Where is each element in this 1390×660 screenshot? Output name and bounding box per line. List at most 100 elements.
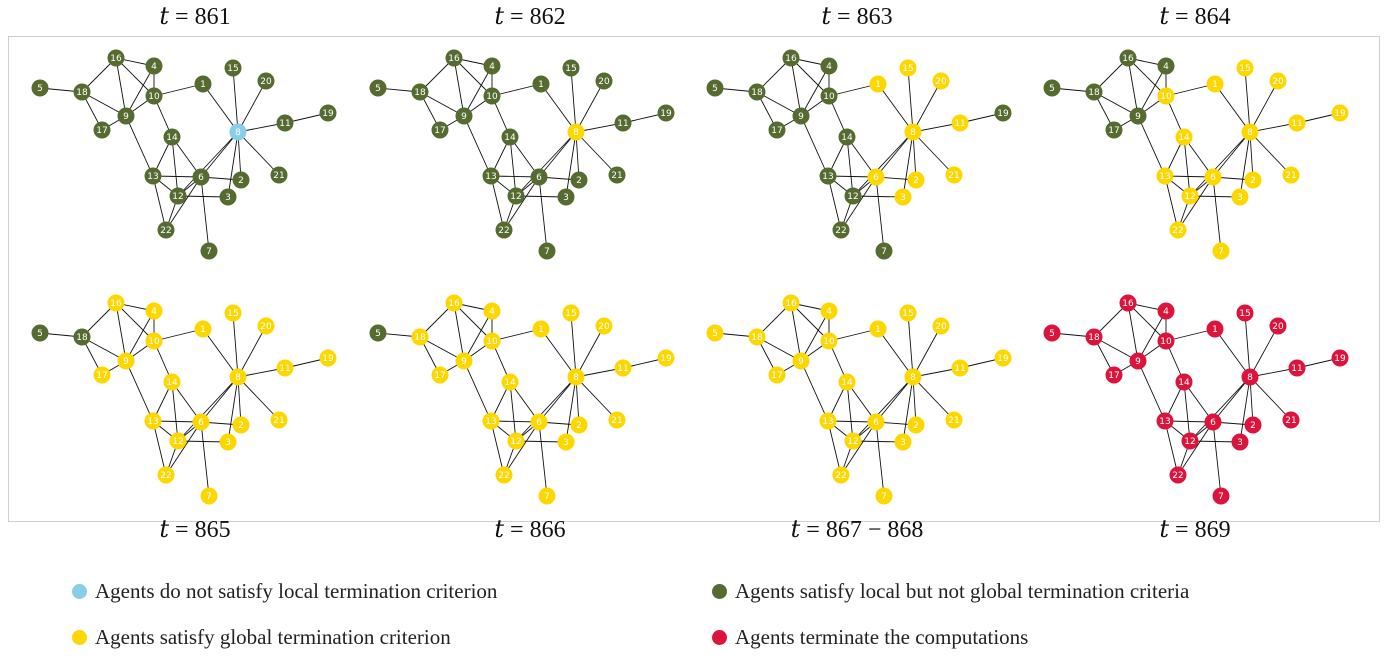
agent-node-21 — [608, 166, 626, 184]
edge-14-12 — [1183, 381, 1191, 442]
agent-label-18: 18 — [76, 333, 88, 343]
agent-label-17: 17 — [96, 126, 107, 136]
edge-8-12 — [1189, 131, 1251, 197]
graph-panel-5: 5 18 16 17 9 4 10 1 15 20 8 11 19 14 13 6 12 32 21 22 7 — [369, 294, 675, 505]
agent-label-19: 19 — [1334, 354, 1346, 364]
agent-label-2: 2 — [576, 176, 582, 186]
agent-label-10: 10 — [486, 337, 498, 347]
agent-label-12: 12 — [172, 192, 183, 202]
edge-16-10 — [790, 57, 830, 97]
agent-node-16 — [782, 49, 800, 67]
agent-label-22: 22 — [835, 471, 846, 481]
agent-node-20 — [1269, 72, 1287, 90]
agent-node-9 — [1129, 352, 1147, 370]
agent-label-6: 6 — [873, 418, 879, 428]
agent-label-1: 1 — [1212, 80, 1218, 90]
agent-node-6 — [867, 413, 885, 431]
agent-node-6 — [1204, 168, 1222, 186]
agent-node-11 — [1288, 114, 1306, 132]
agent-node-9 — [792, 107, 810, 125]
edge-8-12 — [515, 131, 577, 197]
agent-label-17: 17 — [771, 126, 782, 136]
edge-6-22 — [840, 421, 877, 476]
agent-node-7 — [1212, 242, 1230, 260]
edge-20-8 — [912, 80, 942, 133]
edge-14-12 — [846, 381, 854, 442]
edge-20-8 — [1249, 325, 1279, 378]
edge-15-8 — [232, 67, 239, 133]
agent-label-13: 13 — [147, 172, 158, 182]
agent-node-6 — [530, 413, 548, 431]
edge-14-12 — [171, 136, 179, 197]
edge-16-9 — [790, 57, 802, 117]
legend-label: Agents satisfy local but not global term… — [735, 579, 1190, 603]
agent-node-3 — [1231, 188, 1249, 206]
edge-6-7 — [1212, 421, 1222, 497]
edge-15-8 — [907, 312, 914, 378]
legend-global: Agents satisfy global termination criter… — [72, 625, 451, 650]
agent-node-17 — [1105, 121, 1123, 139]
agent-label-7: 7 — [1218, 247, 1224, 257]
edge-8-3 — [565, 376, 577, 443]
legend-label: Agents do not satisfy local termination … — [95, 579, 498, 603]
edge-1-8 — [540, 83, 577, 133]
agent-node-9 — [117, 352, 135, 370]
agent-node-5 — [1043, 79, 1061, 97]
agent-label-9: 9 — [123, 357, 129, 367]
edge-8-6 — [875, 376, 914, 423]
agent-label-2: 2 — [913, 421, 919, 431]
agent-node-1 — [1206, 320, 1224, 338]
agent-label-12: 12 — [1184, 437, 1195, 447]
agent-label-4: 4 — [1163, 307, 1169, 317]
graph-panel-2: 5 18 16 17 9 4 10 1 15 20 8 11 19 14 13 6 12 32 21 22 7 — [706, 49, 1012, 260]
agent-label-1: 1 — [875, 80, 881, 90]
agent-label-16: 16 — [448, 299, 460, 309]
edge-8-21 — [1249, 376, 1292, 421]
agent-label-9: 9 — [461, 112, 467, 122]
agent-label-21: 21 — [611, 416, 622, 426]
agent-node-12 — [507, 432, 525, 450]
edge-8-6 — [538, 376, 577, 423]
agent-label-14: 14 — [166, 133, 178, 143]
agent-label-10: 10 — [486, 92, 498, 102]
agent-node-5 — [706, 324, 724, 342]
agent-node-19 — [994, 349, 1012, 367]
agent-label-18: 18 — [751, 333, 763, 343]
edge-1-8 — [877, 83, 914, 133]
legend-terminated: Agents terminate the computations — [712, 625, 1028, 650]
agent-label-4: 4 — [489, 307, 495, 317]
agent-node-15 — [224, 59, 242, 77]
agent-node-19 — [994, 104, 1012, 122]
edge-13-22 — [1164, 420, 1179, 476]
agent-label-20: 20 — [935, 77, 947, 87]
agent-label-14: 14 — [504, 133, 516, 143]
agent-label-22: 22 — [1172, 471, 1183, 481]
edge-16-10 — [1127, 57, 1167, 97]
agent-label-15: 15 — [227, 309, 238, 319]
agent-label-8: 8 — [910, 128, 916, 138]
agent-node-18 — [73, 328, 91, 346]
agent-label-6: 6 — [1210, 173, 1216, 183]
edge-6-7 — [875, 421, 885, 497]
edge-20-8 — [912, 325, 942, 378]
agent-label-4: 4 — [826, 307, 832, 317]
agent-label-12: 12 — [510, 437, 521, 447]
agent-label-17: 17 — [771, 371, 782, 381]
edge-8-21 — [237, 376, 280, 421]
agent-label-9: 9 — [461, 357, 467, 367]
agent-node-13 — [1156, 167, 1174, 185]
agent-node-17 — [93, 121, 111, 139]
agent-node-12 — [844, 187, 862, 205]
panel-title-867-868: 𝑡 = 867 − 868 — [790, 517, 924, 543]
agent-node-9 — [455, 352, 473, 370]
agent-label-5: 5 — [375, 84, 381, 94]
agent-node-2 — [1244, 416, 1262, 434]
agent-node-1 — [869, 320, 887, 338]
agent-node-14 — [838, 373, 856, 391]
edge-16-9 — [453, 57, 465, 117]
agent-node-21 — [1282, 411, 1300, 429]
agent-label-16: 16 — [785, 54, 797, 64]
agent-label-16: 16 — [110, 54, 122, 64]
agent-node-3 — [1231, 433, 1249, 451]
legend-not-local: Agents do not satisfy local termination … — [72, 579, 497, 604]
